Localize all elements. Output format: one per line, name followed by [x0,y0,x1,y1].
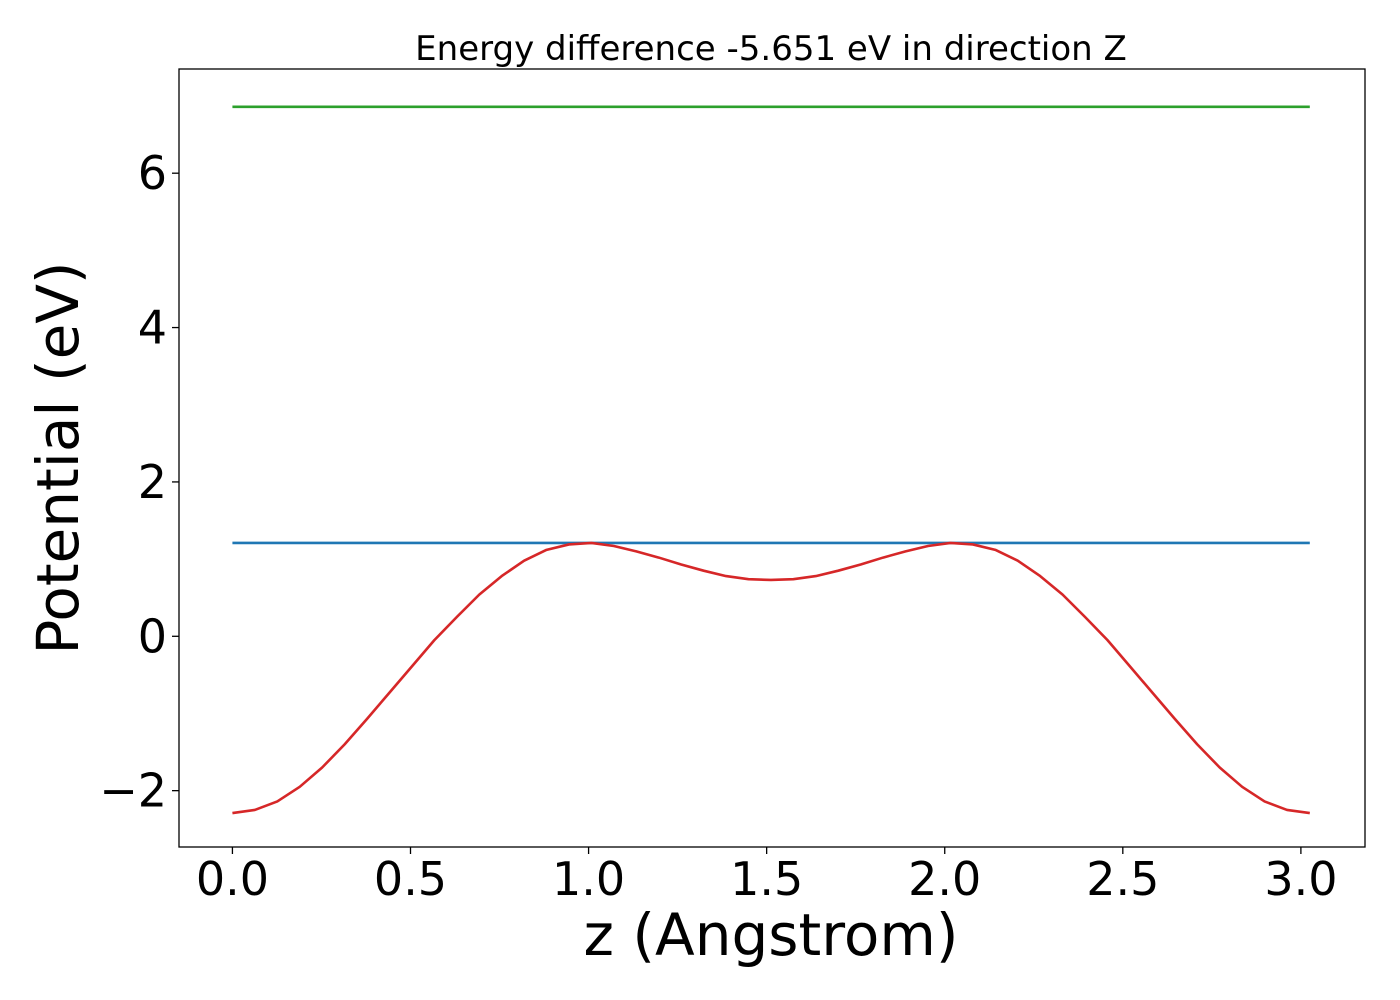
x-tick-label: 1.5 [730,852,803,906]
x-tick-label: 2.5 [1086,852,1159,906]
x-tick-label: 0.5 [374,852,447,906]
x-axis-ticks: 0.0 0.5 1.0 1.5 2.0 2.5 3.0 [196,847,1337,906]
plot-area-frame [178,68,1366,848]
y-axis-label: Potential (eV) [24,261,92,654]
chart-title: Energy difference -5.651 eV in direction… [415,29,1127,69]
y-axis-ticks: −2 0 2 4 6 [99,146,179,818]
x-tick-label: 1.0 [552,852,625,906]
y-tick-label: 2 [138,455,167,509]
x-axis-label: z (Angstrom) [584,901,959,969]
y-tick-label: 6 [138,146,167,200]
x-tick-label: 3.0 [1264,852,1337,906]
y-tick-label: 0 [138,609,167,663]
series-line-2 [232,541,1310,815]
y-tick-label: −2 [99,764,167,818]
series-layer [232,105,1310,815]
x-tick-label: 0.0 [196,852,269,906]
x-tick-label: 2.0 [908,852,981,906]
y-tick-label: 4 [138,301,167,355]
